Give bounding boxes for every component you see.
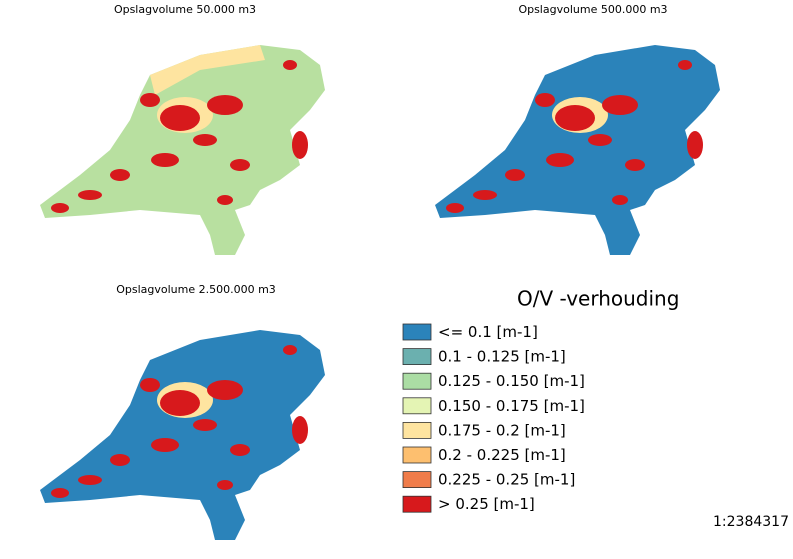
map-title: Opslagvolume 500.000 m3 xyxy=(518,3,667,16)
legend-swatch xyxy=(402,348,432,366)
legend-swatch xyxy=(402,495,432,513)
legend-label: 0.1 - 0.125 [m-1] xyxy=(438,348,566,366)
legend-swatch xyxy=(402,446,432,464)
legend-swatch xyxy=(402,323,432,341)
map-title: Opslagvolume 50.000 m3 xyxy=(114,3,256,16)
legend-label: 0.150 - 0.175 [m-1] xyxy=(438,397,585,415)
legend-label: 0.225 - 0.25 [m-1] xyxy=(438,471,575,489)
legend-swatch xyxy=(402,421,432,439)
legend-label: 0.175 - 0.2 [m-1] xyxy=(438,421,566,439)
legend-label: 0.2 - 0.225 [m-1] xyxy=(438,446,566,464)
legend-swatch xyxy=(402,372,432,390)
legend-swatch xyxy=(402,397,432,415)
map-1 xyxy=(40,45,325,255)
map-title: Opslagvolume 2.500.000 m3 xyxy=(116,283,276,296)
legend-label: > 0.25 [m-1] xyxy=(438,495,535,513)
map-3 xyxy=(40,330,325,540)
scale-label: 1:2384317 xyxy=(713,514,789,530)
legend-label: 0.125 - 0.150 [m-1] xyxy=(438,372,585,390)
legend: <= 0.1 [m-1] 0.1 - 0.125 [m-1] 0.125 - 0.1… xyxy=(402,323,585,513)
legend-label: <= 0.1 [m-1] xyxy=(438,323,538,341)
legend-title: O/V -verhouding xyxy=(517,287,679,311)
legend-swatch xyxy=(402,471,432,489)
map-2 xyxy=(435,45,720,255)
